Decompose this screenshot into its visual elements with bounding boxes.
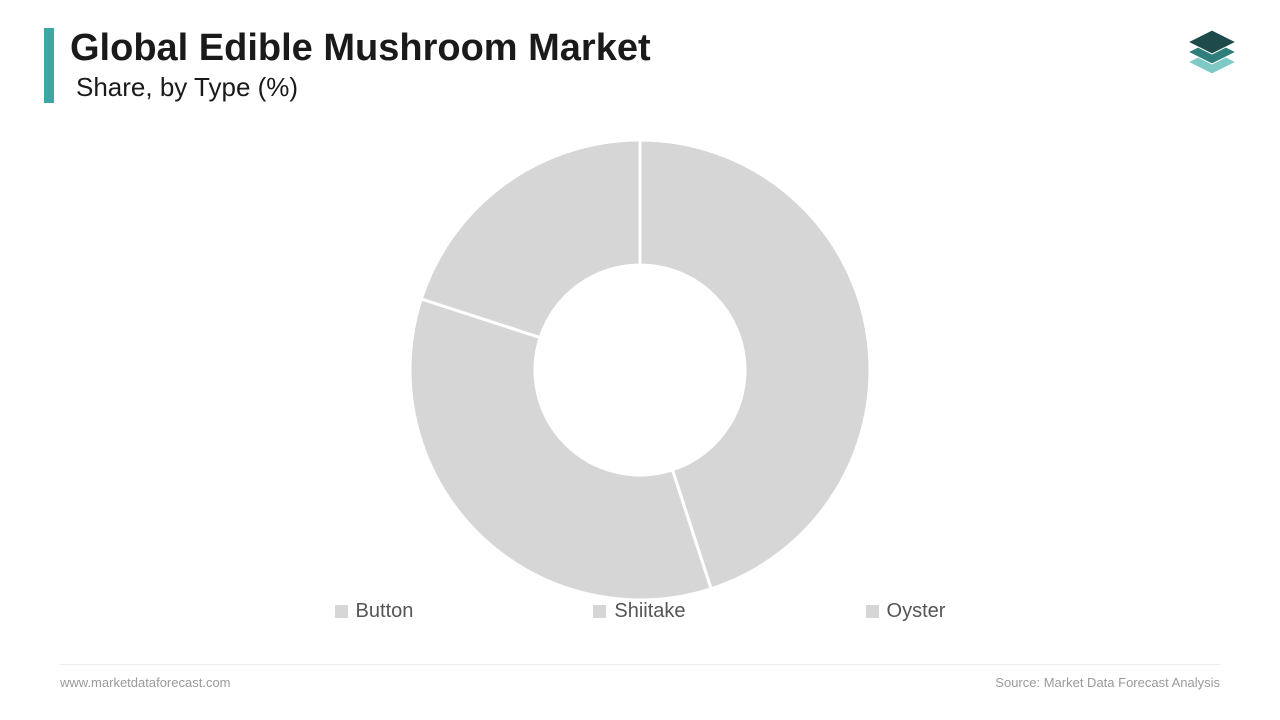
- donut-chart: [410, 140, 870, 600]
- legend-swatch: [335, 605, 348, 618]
- title-block: Global Edible Mushroom Market Share, by …: [70, 28, 651, 103]
- legend-label: Button: [356, 600, 414, 623]
- footer: www.marketdataforecast.com Source: Marke…: [60, 664, 1220, 690]
- legend-swatch: [593, 605, 606, 618]
- legend-swatch: [866, 605, 879, 618]
- legend-label: Shiitake: [614, 600, 685, 623]
- accent-bar: [44, 28, 54, 103]
- legend-item: Shiitake: [593, 600, 685, 623]
- legend-label: Oyster: [887, 600, 946, 623]
- brand-logo: [1184, 22, 1240, 78]
- chart-area: [0, 140, 1280, 600]
- footer-website: www.marketdataforecast.com: [60, 675, 231, 690]
- chart-legend: Button Shiitake Oyster: [0, 600, 1280, 623]
- legend-item: Button: [335, 600, 414, 623]
- footer-source: Source: Market Data Forecast Analysis: [995, 675, 1220, 690]
- legend-item: Oyster: [866, 600, 946, 623]
- page-subtitle: Share, by Type (%): [76, 72, 651, 103]
- page-title: Global Edible Mushroom Market: [70, 28, 651, 70]
- header: Global Edible Mushroom Market Share, by …: [44, 28, 651, 103]
